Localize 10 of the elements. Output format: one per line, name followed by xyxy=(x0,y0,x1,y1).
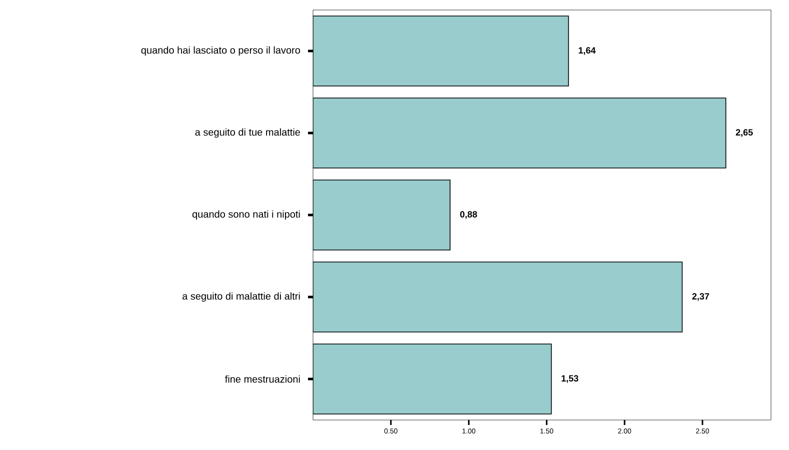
y-tick-label: quando sono nati i nipoti xyxy=(192,210,300,220)
y-tick-label: quando hai lasciato o perso il lavoro xyxy=(141,46,300,56)
data-label: 1,53 xyxy=(562,375,578,383)
data-label: 1,64 xyxy=(578,47,596,55)
data-label: 2,65 xyxy=(736,129,753,137)
data-label: 0,88 xyxy=(460,211,478,219)
data-label: 2,37 xyxy=(692,293,710,301)
y-tick-label: a seguito di malattie di altri xyxy=(182,292,300,302)
y-tick-label: fine mestruazioni xyxy=(225,375,300,383)
y-tick-label: a seguito di tue malattie xyxy=(195,128,300,138)
